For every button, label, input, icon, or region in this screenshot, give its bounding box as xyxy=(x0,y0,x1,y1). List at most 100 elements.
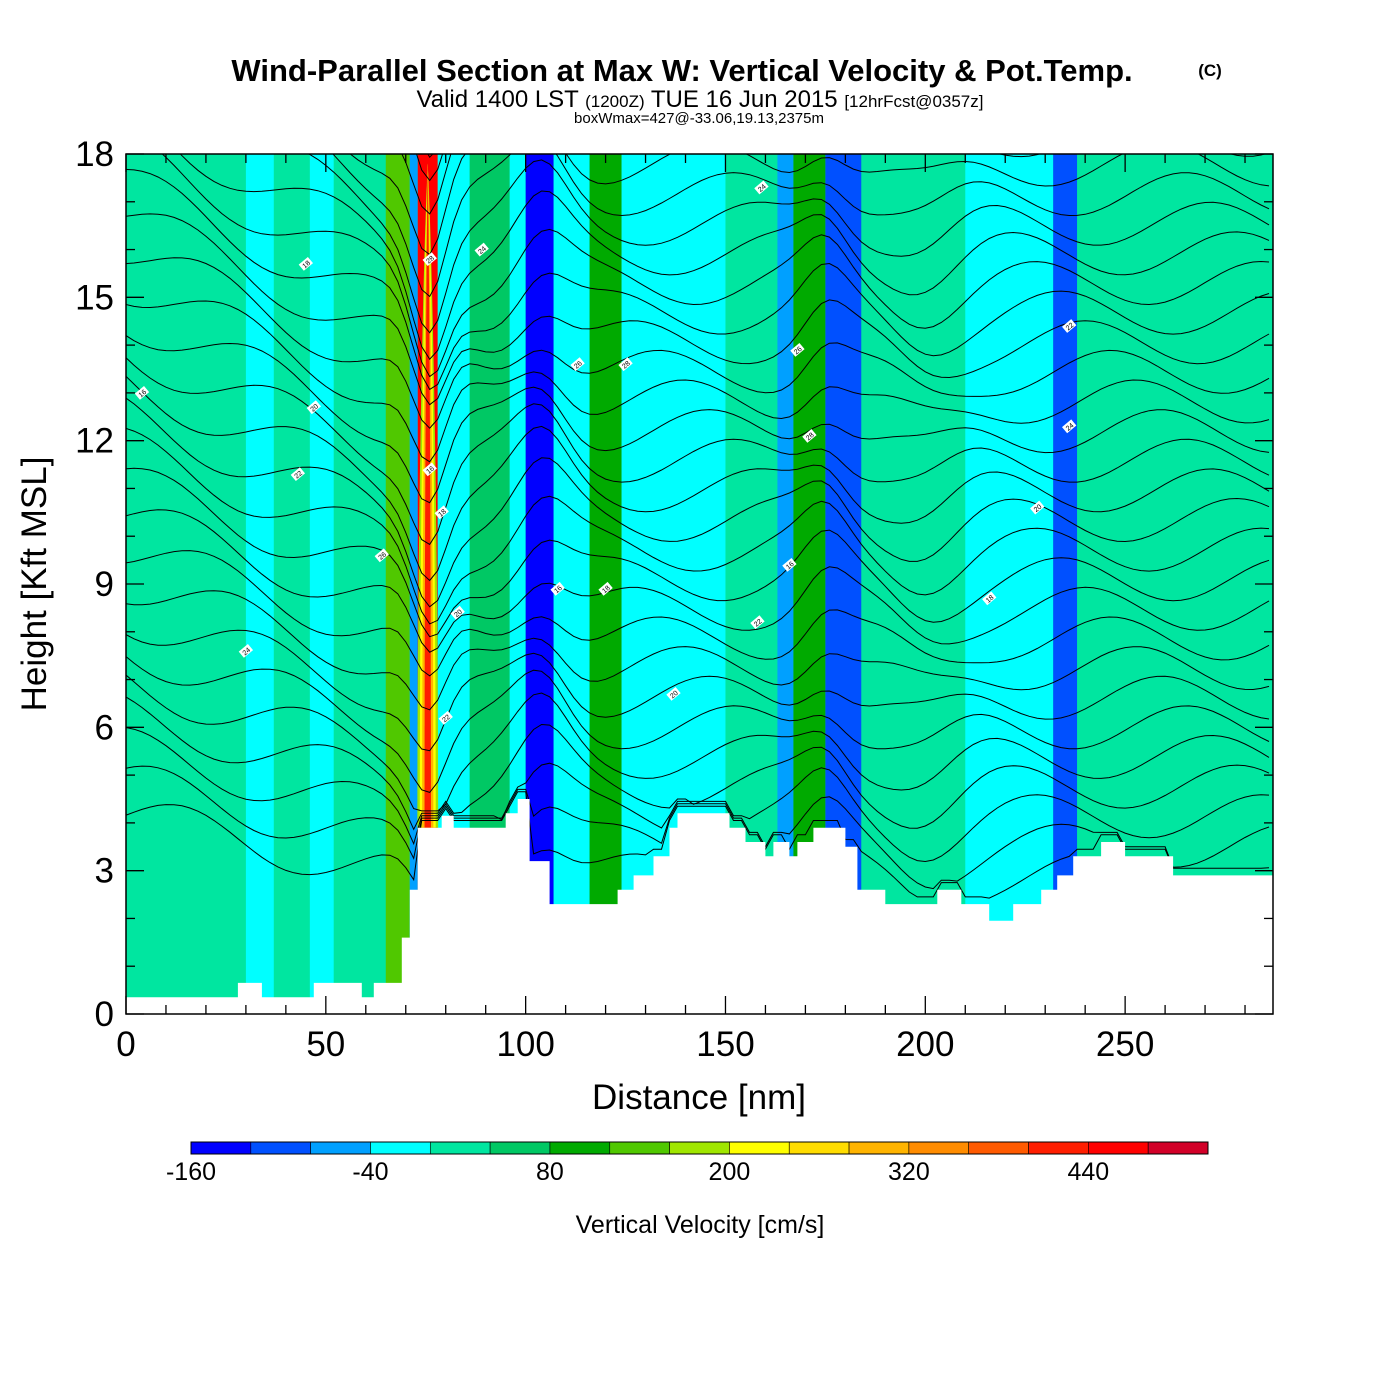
subtitle-utc: (1200Z) xyxy=(585,92,645,111)
y-axis-label: Height [Kft MSL] xyxy=(15,457,54,712)
isentrope-label-box xyxy=(750,615,765,630)
isentrope-line xyxy=(126,765,1270,890)
isentrope-label: 24 xyxy=(1062,419,1077,434)
colorbar-swatch xyxy=(370,1141,431,1155)
subtitle-forecast: [12hrFcst@0357z] xyxy=(844,92,983,111)
isentrope-line xyxy=(126,467,1270,638)
isentrope-label: 28 xyxy=(802,428,817,443)
x-tick-label: 50 xyxy=(306,1025,345,1064)
colorbar-swatch xyxy=(190,1141,252,1155)
isentrope-label-text: 16 xyxy=(785,561,796,571)
velocity-band xyxy=(965,154,1054,1014)
info-line: boxWmax=427@-33.06,19.13,2375m xyxy=(574,110,824,127)
isentrope-label-text: 26 xyxy=(793,346,804,356)
isentrope-label-box xyxy=(982,591,997,606)
isentrope-label-text: 16 xyxy=(138,389,149,399)
isentrope-label-text: 22 xyxy=(1065,322,1076,332)
y-tick-label: 18 xyxy=(75,135,114,174)
isentrope-label-box xyxy=(450,605,465,620)
colorbar-swatch xyxy=(908,1141,970,1155)
isentrope-line xyxy=(126,656,1270,793)
colorbar-swatch xyxy=(1028,1141,1089,1155)
isentrope-label-box xyxy=(422,252,437,267)
isentrope-label-box xyxy=(550,581,565,596)
isentrope-label: 16 xyxy=(422,462,437,477)
isentrope-label-box xyxy=(134,385,150,400)
isentrope-label-text: 20 xyxy=(310,403,321,413)
isentrope-label: 22 xyxy=(750,615,765,630)
x-axis: 0 50 100 150 200 250 xyxy=(116,154,1246,1064)
isentrope-label: 24 xyxy=(474,242,489,257)
isentrope-label-box xyxy=(782,557,797,572)
y-tick-label: 6 xyxy=(95,708,114,747)
isentrope-label-text: 22 xyxy=(294,470,305,480)
isentrope-line xyxy=(126,727,1270,863)
velocity-band xyxy=(385,154,410,1014)
isentrope-line xyxy=(126,509,1270,653)
isentrope-label-box xyxy=(666,686,681,701)
x-axis-label: Distance [nm] xyxy=(592,1078,806,1117)
isentrope-label-box xyxy=(598,581,613,596)
colorbar-tick-label: 200 xyxy=(709,1158,751,1186)
isentrope-label-box xyxy=(474,242,489,257)
isentrope-line xyxy=(307,154,1270,334)
copyright-mark: (C) xyxy=(1198,61,1222,80)
isentrope-label: 18 xyxy=(598,581,613,596)
isentrope-label-box xyxy=(422,462,437,477)
colorbar-swatch xyxy=(250,1141,311,1155)
isentrope-label-text: 18 xyxy=(437,508,448,518)
isentrope-label: 28 xyxy=(422,252,437,267)
isentrope-label-text: 22 xyxy=(753,618,764,628)
isentrope-line xyxy=(126,168,1270,391)
isentrope-label-box xyxy=(434,505,449,520)
isentrope-label-box xyxy=(1062,419,1077,434)
isentrope-label: 26 xyxy=(374,548,389,563)
isentrope-label-text: 20 xyxy=(669,690,680,700)
isentrope-line xyxy=(332,154,1270,298)
colorbar-frame xyxy=(190,1141,1209,1155)
colorbar-swatch xyxy=(788,1141,850,1155)
chart-title: Wind-Parallel Section at Max W: Vertical… xyxy=(231,53,1132,88)
isentrope-line xyxy=(126,696,1270,831)
colorbar-swatch xyxy=(609,1141,670,1155)
isentrope-line xyxy=(126,674,1270,812)
colorbar-swatch xyxy=(429,1141,491,1155)
velocity-band xyxy=(309,154,334,1014)
y-tick-label: 9 xyxy=(95,565,114,604)
isentrope-label: 20 xyxy=(1030,500,1045,515)
velocity-band xyxy=(861,154,966,1014)
x-tick-label: 200 xyxy=(896,1025,954,1064)
colorbar-swatch xyxy=(489,1141,551,1155)
isentrope-label-text: 16 xyxy=(425,465,436,475)
isentrope-line xyxy=(126,357,1270,546)
isentrope-label: 20 xyxy=(450,605,465,620)
colorbar-swatch xyxy=(549,1141,611,1155)
isentrope-label-box xyxy=(306,400,322,415)
subtitle-valid: Valid 1400 LST xyxy=(417,86,580,113)
isentrope-label: 28 xyxy=(618,357,633,372)
isentrope-label-text: 18 xyxy=(302,260,313,270)
isentrope-label-text: 20 xyxy=(1033,503,1044,513)
colorbar-tick-label: 80 xyxy=(536,1158,564,1186)
isentrope-label: 18 xyxy=(298,256,314,271)
isentrope-label-box xyxy=(238,643,254,658)
isentrope-line xyxy=(179,154,1270,361)
isentrope-label: 18 xyxy=(434,505,449,520)
isentrope-line xyxy=(126,257,1270,429)
colorbar-swatch xyxy=(848,1141,910,1155)
colorbar: -160 -40 80 200 320 440 xyxy=(166,1141,1209,1186)
isentrope-label-text: 22 xyxy=(441,714,452,724)
colorbar-swatch xyxy=(968,1141,1029,1155)
velocity-band xyxy=(126,154,246,1014)
x-tick-label: 250 xyxy=(1096,1025,1154,1064)
isentrope-label: 22 xyxy=(438,710,453,725)
isentrope-label-box xyxy=(754,180,769,195)
isentrope-line xyxy=(126,550,1270,677)
isentrope-line xyxy=(126,590,1270,711)
colorbar-label: Vertical Velocity [cm/s] xyxy=(576,1211,825,1239)
isentrope-label: 16 xyxy=(782,557,797,572)
x-tick-label: 150 xyxy=(696,1025,754,1064)
y-tick-label: 3 xyxy=(95,852,114,891)
isentrope-label-text: 24 xyxy=(477,245,488,255)
